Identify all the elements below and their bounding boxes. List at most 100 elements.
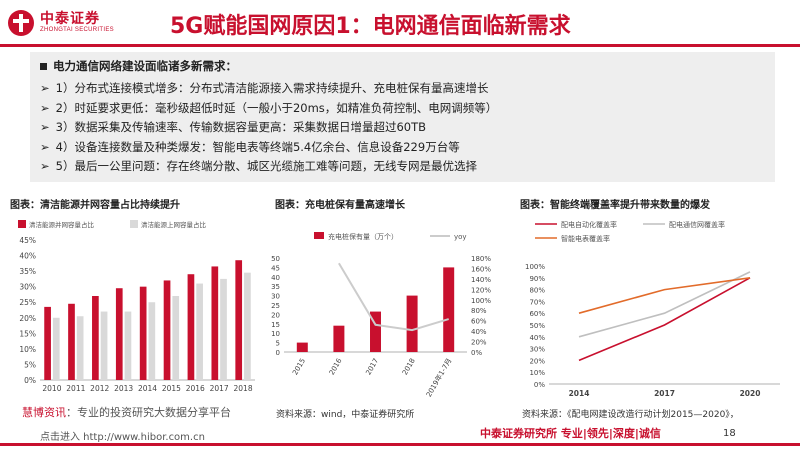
x-tick-label: 2016 (186, 384, 205, 393)
y-tick-label: 90% (529, 275, 545, 283)
series-line (578, 277, 751, 362)
x-tick-label: 2011 (66, 384, 85, 393)
y-tick-label: 10% (19, 345, 36, 354)
bar (92, 296, 99, 380)
y-tick-label: 35 (271, 283, 280, 291)
watermark-text: ：专业的投资研究大数据分享平台 (66, 406, 231, 419)
y-tick-label: 50% (529, 322, 545, 330)
y-tick-label: 45% (19, 236, 36, 245)
y-tick-label: 25% (19, 298, 36, 307)
bar (370, 311, 381, 352)
bar (172, 296, 180, 380)
legend-swatch (18, 220, 26, 228)
bar (333, 325, 345, 352)
x-tick-label: 2017 (364, 357, 380, 376)
logo-name-cn: 中泰证券 (40, 11, 100, 27)
chart3-title: 图表：智能终端覆盖率提升带来数量的爆发 (520, 200, 710, 211)
clean-energy-share-chart: 清洁能源并网容量占比 清洁能源上网容量占比 0% 5% 10% 15% 20% 25% 30% 3… (18, 220, 255, 393)
legend-label: 配电通信网覆盖率 (669, 220, 725, 229)
y-tick-label: 20 (271, 311, 280, 319)
y-tick-label: 20% (529, 357, 545, 365)
legend-label: 配电自动化覆盖率 (561, 220, 617, 229)
bullet-text: 2）时延要求更低：毫秒级超低时延（一般小于20ms，如精准负荷控制、电网调频等） (55, 100, 498, 115)
x-tick-label: 2017 (654, 389, 675, 398)
title-divider (0, 44, 800, 47)
x-tick-label: 2016 (328, 357, 344, 377)
y-right-tick-label: 20% (471, 339, 487, 347)
bar (235, 260, 243, 380)
y-tick-label: 25 (271, 302, 280, 310)
y-tick-label: 30% (529, 346, 545, 354)
chart3-source: 资料来源：《配电网建设改造行动计划2015—2020》， (522, 410, 739, 420)
yoy-line (338, 262, 449, 332)
x-tick-label: 2015 (162, 384, 181, 393)
legend-swatch (314, 232, 324, 239)
watermark-brand: 慧博资讯 (22, 406, 66, 419)
y-right-tick-label: 160% (471, 265, 491, 273)
bullet-text: 1）分布式连接模式增多：分布式清洁能源接入需求持续提升、充电桩保有量高速增长 (55, 81, 489, 95)
chart2-source: 资料来源：wind，中泰证券研究所 (276, 410, 415, 420)
x-tick-label: 2020 (740, 389, 761, 398)
y-tick-label: 40% (529, 334, 545, 342)
series-line (578, 277, 751, 314)
bar (244, 272, 251, 380)
company-logo: 中泰证券 ZHONGTAI SECURITIES (8, 8, 148, 40)
header: 中泰证券 ZHONGTAI SECURITIES 5G赋能国网原因1：电网通信面… (0, 0, 800, 47)
bar (443, 267, 455, 352)
requirements-box: 电力通信网络建设面临诸多新需求： ➢ 1）分布式连接模式增多：分布式清洁能源接入需… (30, 52, 775, 182)
legend-swatch (130, 220, 138, 228)
bar (52, 317, 60, 380)
bar (148, 302, 156, 380)
footer-divider (0, 443, 800, 446)
bar (220, 278, 227, 380)
x-tick-label: 2014 (138, 384, 157, 393)
bar (76, 316, 84, 380)
y-tick-label: 30 (271, 293, 280, 301)
bar (196, 283, 203, 380)
x-tick-label: 2012 (90, 384, 109, 393)
y-tick-label: 45 (271, 264, 280, 272)
arrow-bullet-icon: ➢ (40, 139, 50, 154)
y-tick-label: 5 (276, 340, 280, 348)
y-tick-label: 60% (529, 310, 545, 318)
legend-label: yoy (454, 233, 467, 241)
y-right-tick-label: 180% (471, 255, 491, 263)
bar (124, 311, 132, 380)
arrow-bullet-icon: ➢ (40, 159, 50, 173)
y-tick-label: 10 (271, 330, 280, 338)
y-tick-label: 35% (19, 267, 36, 276)
y-tick-label: 30% (19, 283, 36, 292)
y-tick-label: 70% (529, 298, 545, 306)
watermark: 慧博资讯：专业的投资研究大数据分享平台 (22, 404, 231, 420)
y-tick-label: 40% (19, 252, 36, 261)
x-tick-label: 2013 (114, 384, 133, 393)
y-tick-label: 15 (271, 321, 280, 329)
bar (68, 303, 75, 380)
watermark-link[interactable]: 点击进入 http://www.hibor.com.cn (40, 432, 205, 443)
y-right-tick-label: 100% (471, 297, 491, 305)
y-tick-label: 50 (271, 255, 280, 263)
y-tick-label: 0% (534, 381, 545, 389)
bar (163, 280, 171, 380)
bullet-text: 5）最后一公里问题：存在终端分散、城区光缆施工难等问题，无线专网是最优选择 (55, 159, 477, 173)
bullet-text: 3）数据采集及传输速率、传输数据容量更高：采集数据日增量超过60TB (55, 120, 427, 134)
y-tick-label: 15% (19, 329, 36, 338)
x-tick-label: 2015 (291, 357, 307, 376)
arrow-bullet-icon: ➢ (40, 120, 50, 134)
page-number: 18 (723, 428, 736, 439)
bullet-item: ➢ 5）最后一公里问题：存在终端分散、城区光缆施工难等问题，无线专网是最优选择 (40, 157, 765, 177)
x-tick-label: 2019年1-7月 (424, 357, 453, 399)
y-tick-label: 80% (529, 287, 545, 295)
bar (100, 311, 108, 380)
footer-slogan: 中泰证券研究所 专业|领先|深度|诚信 (480, 427, 661, 440)
y-tick-label: 20% (19, 314, 36, 323)
y-tick-label: 40 (271, 274, 280, 282)
bar (187, 274, 195, 380)
arrow-bullet-icon: ➢ (40, 100, 50, 115)
legend-label: 清洁能源上网容量占比 (141, 220, 207, 229)
bullet-item: ➢ 4）设备连接数量及种类爆发：智能电表等终端5.4亿余台、信息设备229万台等 (40, 138, 765, 158)
requirements-heading-text: 电力通信网络建设面临诸多新需求： (53, 59, 237, 73)
legend-label: 清洁能源并网容量占比 (29, 220, 95, 229)
bullet-item: ➢ 1）分布式连接模式增多：分布式清洁能源接入需求持续提升、充电桩保有量高速增长 (40, 79, 765, 99)
